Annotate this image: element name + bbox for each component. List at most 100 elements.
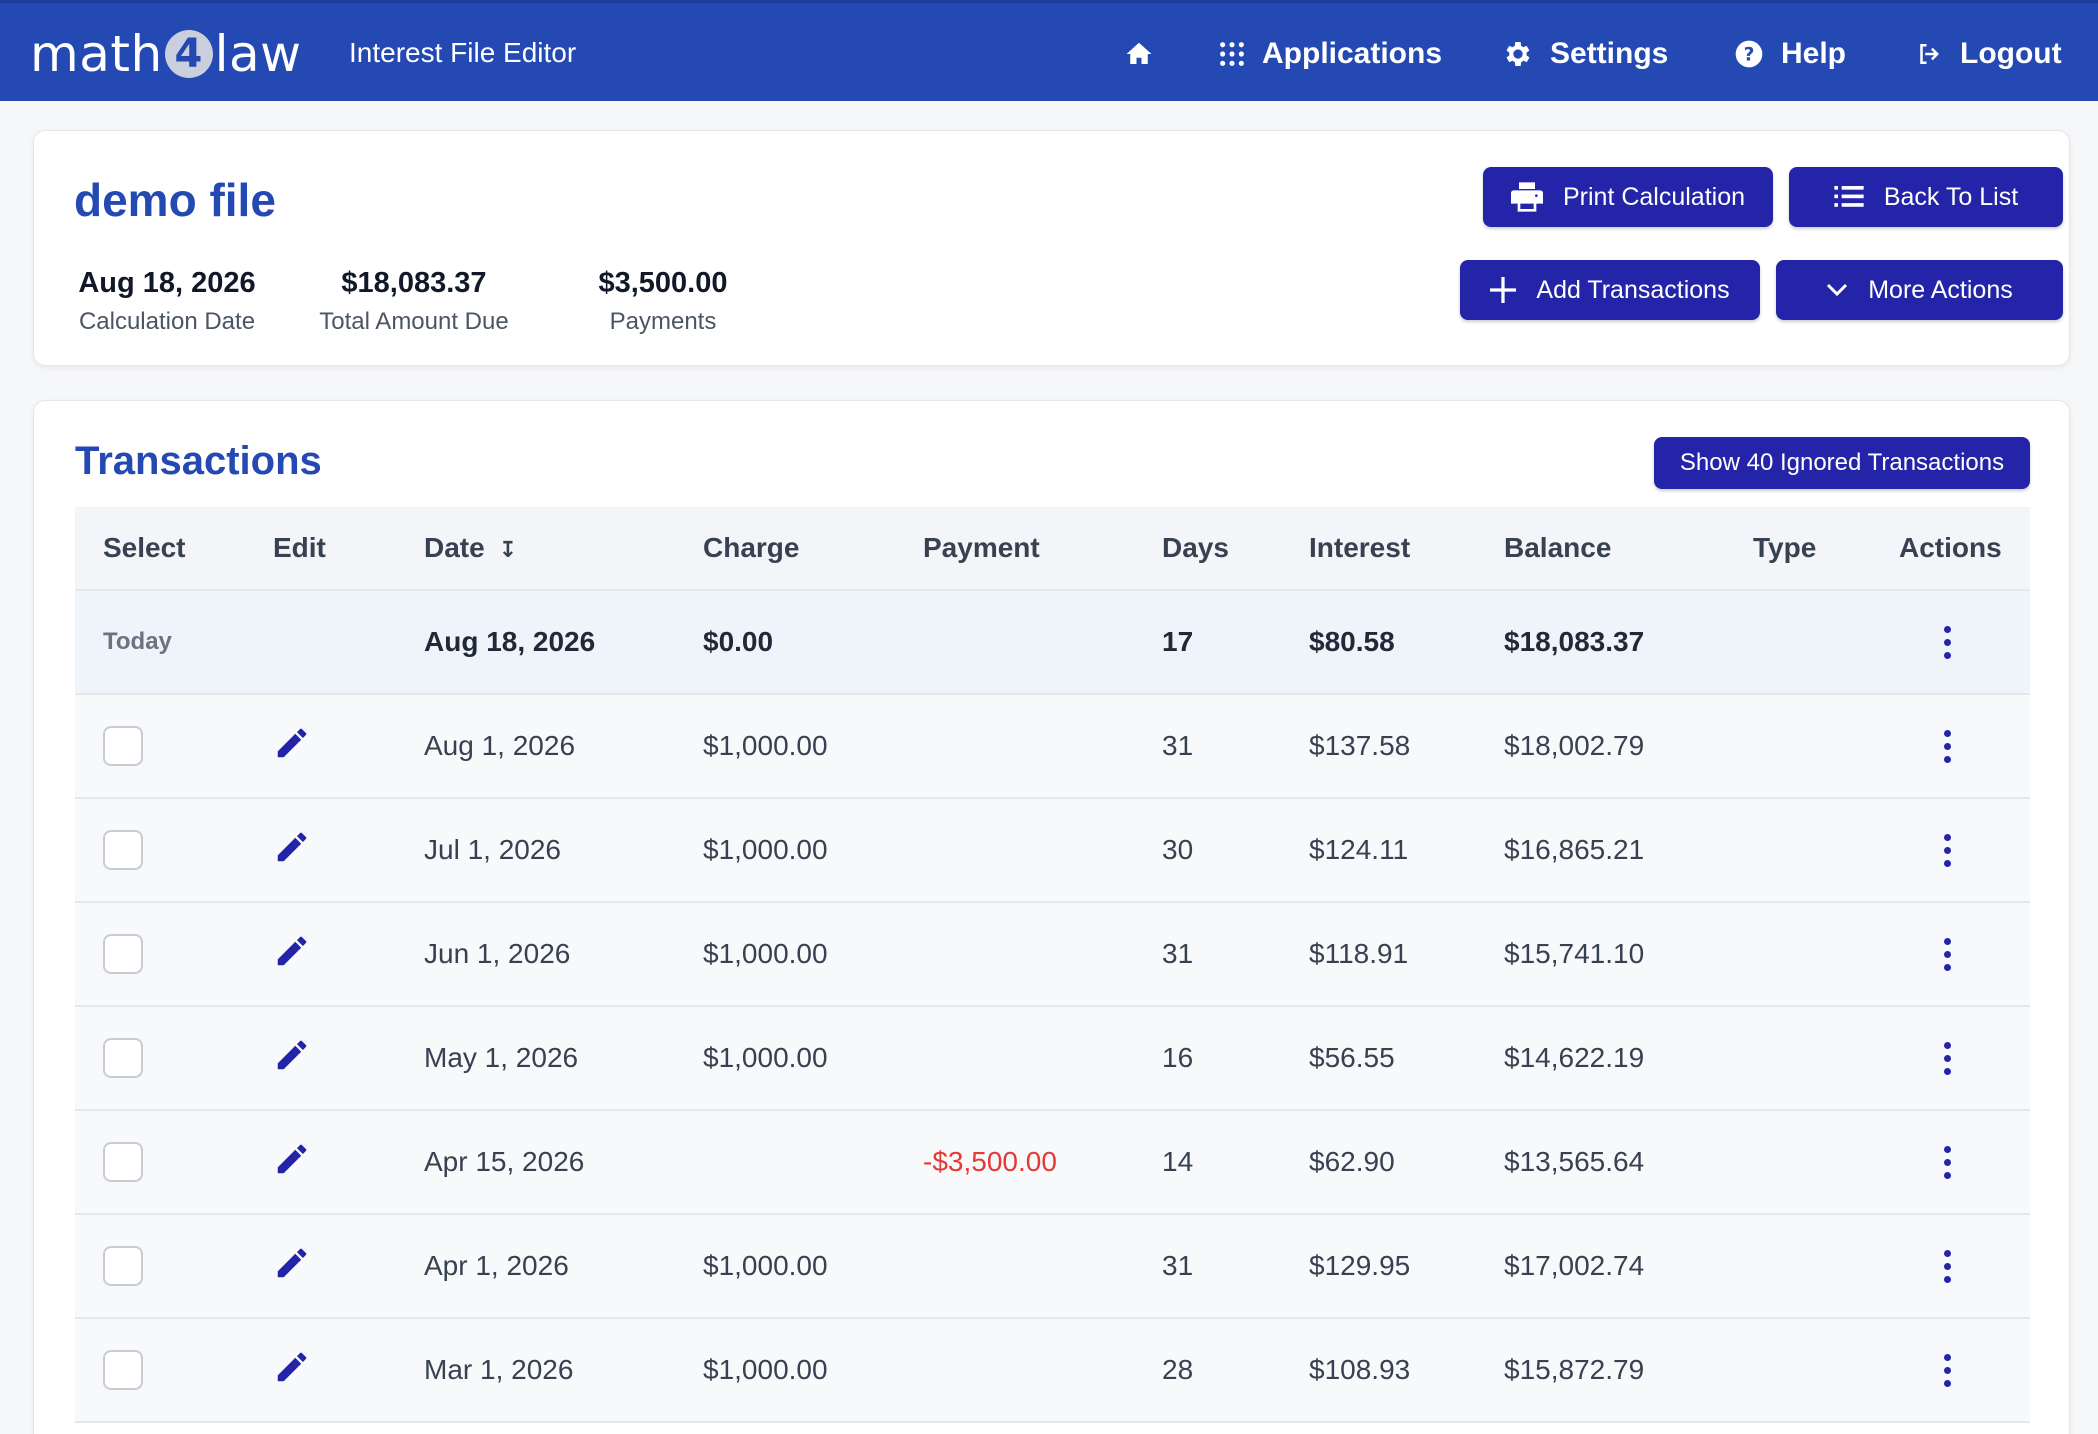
back-to-list-label: Back To List	[1883, 182, 2019, 211]
table-row: Jun 1, 2026 $1,000.00 31 $118.91 $15,741…	[75, 903, 2030, 1007]
row-charge: $1,000.00	[703, 938, 828, 969]
row-date: May 1, 2026	[424, 1042, 579, 1073]
kebab-menu-icon[interactable]	[1944, 1145, 1951, 1179]
col-select: Select	[103, 532, 186, 563]
row-balance: $16,865.21	[1504, 834, 1645, 865]
row-select-checkbox[interactable]	[103, 1350, 143, 1390]
file-summary-card: demo file Aug 18, 2026 Calculation Date …	[33, 130, 2070, 366]
more-actions-button[interactable]: More Actions	[1776, 260, 2063, 320]
nav-applications-label: Applications	[1262, 36, 1443, 70]
row-charge: $1,000.00	[703, 730, 828, 761]
today-label: Today	[103, 628, 172, 655]
kebab-menu-icon[interactable]	[1944, 1353, 1951, 1387]
app-title: Interest File Editor	[349, 37, 577, 68]
row-days: 31	[1162, 1250, 1194, 1281]
brand-digit: 4	[164, 30, 213, 78]
row-date: Mar 1, 2026	[424, 1354, 574, 1385]
brand-prefix: math	[30, 25, 163, 83]
row-date: Jun 1, 2026	[424, 938, 571, 969]
edit-row[interactable]	[273, 1348, 311, 1393]
chevron-down-icon	[1827, 283, 1848, 297]
pencil-icon	[277, 728, 307, 757]
edit-row[interactable]	[273, 724, 311, 769]
grid-icon	[1220, 41, 1244, 66]
transactions-title: Transactions	[75, 439, 322, 483]
file-title: demo file	[74, 174, 276, 226]
col-date[interactable]: Date ↧	[424, 532, 517, 564]
help-icon: ?	[1735, 40, 1763, 67]
kebab-menu-icon[interactable]	[1944, 1249, 1951, 1283]
edit-row[interactable]	[273, 828, 311, 873]
edit-row[interactable]	[273, 1036, 311, 1081]
col-balance: Balance	[1504, 532, 1612, 563]
kebab-menu-icon[interactable]	[1944, 729, 1951, 763]
row-days: 31	[1162, 730, 1194, 761]
nav-logout[interactable]: Logout	[1914, 3, 2062, 104]
row-interest: $80.58	[1309, 626, 1395, 657]
print-calculation-label: Print Calculation	[1562, 182, 1746, 211]
row-date: Apr 15, 2026	[424, 1146, 585, 1177]
plus-icon	[1490, 277, 1517, 303]
row-interest: $118.91	[1309, 938, 1409, 969]
stat-label: Calculation Date	[78, 308, 256, 335]
svg-text:?: ?	[1744, 44, 1755, 65]
kebab-menu-icon[interactable]	[1944, 1041, 1951, 1075]
row-date: Aug 18, 2026	[424, 626, 596, 657]
back-to-list-button[interactable]: Back To List	[1789, 167, 2063, 227]
edit-row[interactable]	[273, 1244, 311, 1289]
logout-icon	[1920, 43, 1939, 64]
row-select-checkbox[interactable]	[103, 934, 143, 974]
add-transactions-button[interactable]: Add Transactions	[1460, 260, 1760, 320]
row-days: 28	[1162, 1354, 1194, 1385]
row-interest: $137.58	[1309, 730, 1411, 761]
pencil-icon	[277, 936, 307, 965]
row-select-checkbox[interactable]	[103, 830, 143, 870]
table-row: Apr 1, 2026 $1,000.00 31 $129.95 $17,002…	[75, 1215, 2030, 1319]
row-payment: -$3,500.00	[923, 1146, 1057, 1177]
kebab-menu-icon[interactable]	[1944, 937, 1951, 971]
row-days: 30	[1162, 834, 1194, 865]
row-charge: $1,000.00	[703, 1250, 828, 1281]
brand-logo[interactable]: math 4 law	[30, 25, 302, 83]
row-balance: $15,872.79	[1504, 1354, 1645, 1385]
edit-row[interactable]	[273, 1140, 311, 1185]
row-balance: $17,002.74	[1504, 1250, 1645, 1281]
nav-help[interactable]: ? Help	[1733, 3, 1846, 104]
table-row: Apr 15, 2026 -$3,500.00 14 $62.90 $13,56…	[75, 1111, 2030, 1215]
stat-value: $3,500.00	[598, 267, 728, 299]
kebab-menu-icon[interactable]	[1944, 833, 1951, 867]
row-select-checkbox[interactable]	[103, 1142, 143, 1182]
row-date: Jul 1, 2026	[424, 834, 561, 865]
row-interest: $56.55	[1309, 1042, 1395, 1073]
print-calculation-button[interactable]: Print Calculation	[1483, 167, 1773, 227]
today-row: Today Aug 18, 2026 $0.00 17 $80.58 $18,0…	[75, 591, 2030, 695]
row-balance: $18,083.37	[1504, 626, 1645, 657]
col-days: Days	[1162, 532, 1229, 563]
nav-home[interactable]	[1124, 3, 1154, 104]
row-select-checkbox[interactable]	[103, 726, 143, 766]
nav-applications[interactable]: Applications	[1218, 3, 1442, 104]
show-ignored-transactions-button[interactable]: Show 40 Ignored Transactions	[1654, 437, 2030, 489]
nav-settings[interactable]: Settings	[1502, 3, 1668, 104]
table-row: Jul 1, 2026 $1,000.00 30 $124.11 $16,865…	[75, 799, 2030, 903]
row-balance: $15,741.10	[1504, 938, 1645, 969]
stat-calculation-date: Aug 18, 2026 Calculation Date	[74, 267, 260, 336]
row-balance: $18,002.79	[1504, 730, 1645, 761]
kebab-menu-icon[interactable]	[1944, 625, 1951, 659]
printer-icon	[1510, 182, 1543, 212]
sort-desc-icon: ↧	[498, 536, 518, 562]
transactions-table: Select Edit Date ↧ Charge Payment Days In…	[75, 507, 2030, 1423]
table-row: May 1, 2026 $1,000.00 16 $56.55 $14,622.…	[75, 1007, 2030, 1111]
col-date-label: Date	[424, 532, 485, 563]
row-select-checkbox[interactable]	[103, 1246, 143, 1286]
transactions-card: Transactions Show 40 Ignored Transaction…	[33, 400, 2070, 1434]
row-select-checkbox[interactable]	[103, 1038, 143, 1078]
stat-label: Payments	[609, 308, 717, 335]
row-date: Aug 1, 2026	[424, 730, 576, 761]
edit-row[interactable]	[273, 932, 311, 977]
row-days: 31	[1162, 938, 1194, 969]
col-payment: Payment	[923, 532, 1040, 563]
gear-icon	[1506, 41, 1530, 66]
nav-logout-label: Logout	[1960, 36, 2062, 70]
row-charge: $0.00	[703, 626, 774, 657]
